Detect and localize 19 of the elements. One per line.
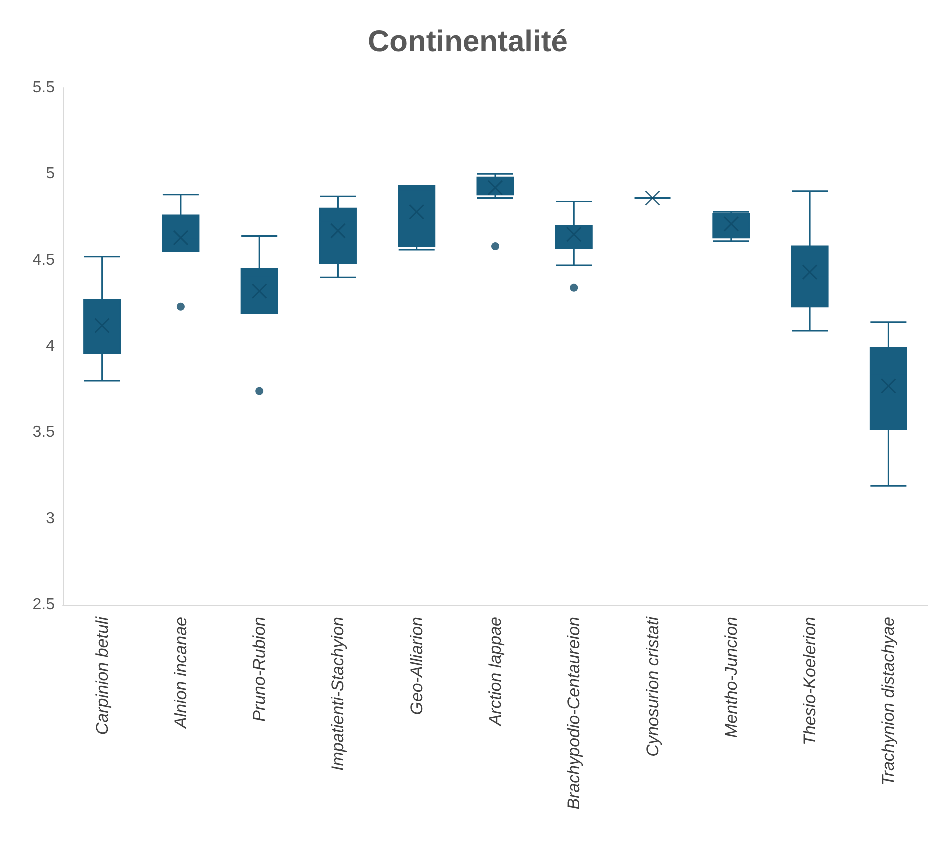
x-tick-label: Trachynion distachyae <box>879 617 898 786</box>
y-tick-label: 2.5 <box>32 596 56 614</box>
y-tick-label: 4.5 <box>32 252 56 269</box>
x-tick-label: Cynosurion cristati <box>643 616 662 757</box>
y-tick-label: 4 <box>46 338 56 355</box>
x-tick-label: Thesio-Koelerion <box>800 617 820 746</box>
x-tick-label: Brachypodio-Centaureion <box>564 617 584 810</box>
x-tick-label: Geo-Alliarion <box>407 617 426 716</box>
y-tick-label: 5 <box>46 166 56 183</box>
x-tick-label: Carpinion betuli <box>92 616 112 736</box>
x-tick-label: Alnion incanae <box>171 617 190 730</box>
x-tick-label: Pruno-Rubion <box>250 617 270 722</box>
x-tick-label: Impatienti-Stachyion <box>328 617 348 772</box>
chart-title: Continentalité <box>368 26 568 58</box>
x-tick-label: Arction lappae <box>486 617 505 727</box>
y-tick-label: 5.5 <box>32 80 56 96</box>
y-tick-label: 3 <box>46 510 56 528</box>
x-tick-label: Mentho-Juncion <box>722 617 741 738</box>
y-tick-label: 3.5 <box>32 424 56 442</box>
